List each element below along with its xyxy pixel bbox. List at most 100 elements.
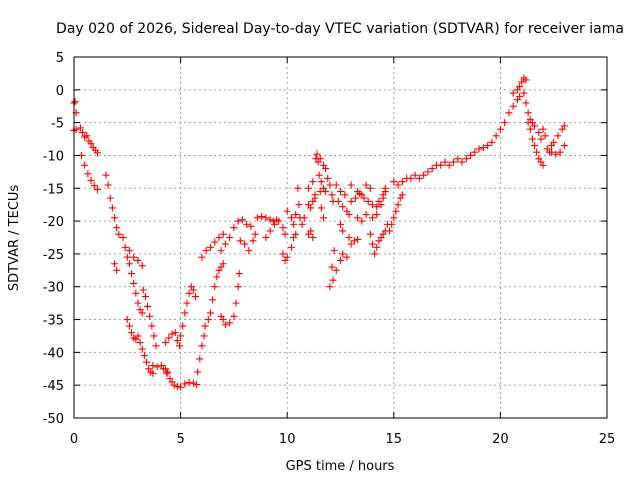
data-point [305, 184, 313, 192]
data-point [196, 355, 204, 363]
data-point [420, 171, 428, 179]
data-point [351, 194, 359, 202]
data-point [230, 224, 238, 232]
data-point [535, 128, 543, 136]
data-point [467, 151, 475, 159]
data-point [522, 99, 530, 107]
data-point [111, 214, 119, 222]
data-point [146, 312, 154, 320]
data-point [93, 186, 101, 194]
data-point [358, 217, 366, 225]
data-point [128, 270, 136, 278]
y-tick-label: -35 [43, 314, 64, 329]
data-point [328, 263, 336, 271]
data-point [324, 174, 332, 182]
data-point [219, 230, 227, 238]
data-point [173, 382, 181, 390]
data-point [179, 322, 187, 330]
data-point [206, 309, 214, 317]
data-point [287, 243, 295, 251]
data-point [368, 240, 376, 248]
data-point [192, 293, 200, 301]
data-point [236, 237, 244, 245]
data-point [337, 256, 344, 264]
data-point [113, 266, 121, 274]
chart-title: Day 020 of 2026, Sidereal Day-to-day VTE… [56, 21, 624, 37]
data-point [458, 158, 466, 166]
data-point [479, 144, 487, 152]
data-point [262, 214, 270, 222]
data-point [368, 214, 376, 222]
data-point [300, 214, 308, 222]
data-point [398, 178, 406, 186]
data-point [339, 250, 347, 258]
data-point [149, 369, 157, 377]
data-point [87, 176, 95, 184]
data-point [381, 184, 389, 192]
y-tick-label: -40 [43, 346, 64, 361]
data-point [290, 220, 298, 228]
data-point [138, 345, 146, 353]
data-point [211, 238, 219, 246]
data-point [213, 273, 221, 281]
data-point [354, 235, 362, 243]
data-point [347, 240, 355, 248]
data-point [366, 184, 374, 192]
grid [74, 57, 607, 418]
data-point [552, 150, 560, 158]
data-point [509, 102, 517, 110]
axis-ticks: 0 5 10 15 20 25 5 0 -5 -10 -15 -20 -25 -30 -35 -40 -45 -5… [43, 51, 616, 447]
data-point [81, 161, 89, 169]
data-point [492, 132, 500, 140]
data-point [516, 92, 524, 100]
data-point [454, 155, 462, 163]
data-point [437, 161, 445, 169]
y-tick-label: -5 [51, 117, 64, 132]
data-point [368, 201, 376, 209]
data-point [283, 253, 291, 261]
data-point [556, 148, 564, 156]
data-point [373, 243, 381, 251]
data-point [134, 256, 142, 264]
data-point [322, 165, 330, 173]
data-point [221, 321, 229, 329]
x-tick-label: 0 [70, 432, 78, 447]
data-point [386, 227, 394, 235]
x-tick-label: 5 [176, 432, 184, 447]
data-point [488, 138, 496, 146]
data-point [292, 230, 300, 238]
data-point [531, 142, 539, 150]
data-point [140, 352, 148, 360]
data-point [230, 312, 238, 320]
data-point [548, 148, 556, 156]
data-point [164, 368, 172, 376]
data-point [528, 135, 536, 143]
data-point [311, 194, 319, 202]
data-point [341, 191, 349, 199]
data-point [316, 188, 324, 196]
data-point [202, 247, 210, 255]
x-axis-label: GPS time / hours [286, 459, 395, 474]
data-point [371, 250, 379, 258]
y-tick-label: -30 [43, 281, 64, 296]
data-point [537, 135, 545, 143]
data-point [138, 309, 146, 317]
data-point [375, 197, 383, 205]
data-point [518, 78, 526, 86]
data-point [111, 260, 119, 268]
data-point [141, 293, 149, 301]
data-point [445, 161, 453, 169]
data-point [123, 316, 131, 324]
data-point [531, 122, 539, 130]
data-point [424, 168, 432, 176]
y-tick-label: -45 [43, 379, 64, 394]
data-point [501, 119, 509, 127]
data-point [326, 181, 334, 189]
data-point [241, 240, 249, 248]
data-point [136, 339, 144, 347]
data-point [330, 247, 338, 255]
data-point [509, 89, 517, 97]
data-point [79, 128, 87, 136]
data-point [177, 332, 185, 340]
